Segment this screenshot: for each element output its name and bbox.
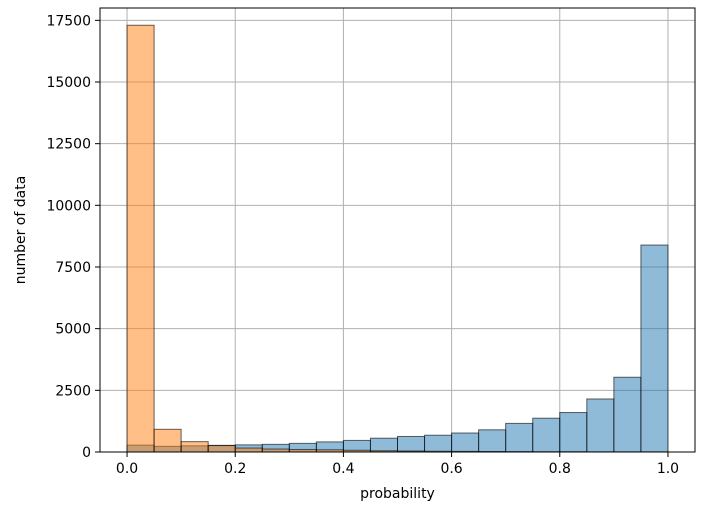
- histogram-bar-series-2: [234, 447, 263, 453]
- histogram-bar-series-1: [424, 434, 453, 453]
- histogram-bar-series-1: [559, 412, 588, 453]
- histogram-bar-series-2: [153, 428, 182, 453]
- histogram-bar-series-2: [126, 24, 155, 453]
- ticks: 0.0 0.2 0.4 0.6 0.8 1.0 0 2500 5000 7500 10000 1250…: [46, 13, 679, 477]
- histogram-bar-series-2: [180, 441, 209, 453]
- y-tick-label: 7500: [55, 260, 91, 276]
- y-axis-label: number of data: [13, 176, 29, 285]
- grid: [100, 8, 695, 453]
- histogram-bar-series-1: [451, 432, 480, 453]
- axes-frame: [99, 7, 696, 453]
- histogram-bar-series-1: [586, 398, 615, 453]
- histogram-bar-series-1: [478, 429, 507, 453]
- y-tick-label: 15000: [46, 75, 91, 91]
- histogram-bar-series-2: [207, 445, 236, 453]
- x-tick-label: 0.8: [549, 461, 571, 477]
- histogram-bar-series-1: [397, 435, 426, 453]
- x-axis-label: probability: [360, 486, 435, 502]
- x-tick-label: 0.4: [332, 461, 354, 477]
- bars: [126, 24, 669, 453]
- y-tick-label: 10000: [46, 198, 91, 214]
- x-tick-label: 0.2: [224, 461, 246, 477]
- histogram-bar-series-1: [640, 244, 669, 453]
- x-tick-label: 0.0: [116, 461, 138, 477]
- y-tick-label: 0: [82, 445, 91, 461]
- histogram-bar-series-1: [505, 422, 534, 453]
- y-tick-label: 17500: [46, 13, 91, 29]
- histogram-bar-series-1: [613, 376, 642, 453]
- y-tick-label: 12500: [46, 137, 91, 153]
- x-tick-label: 1.0: [657, 461, 679, 477]
- y-tick-label: 2500: [55, 383, 91, 399]
- histogram-bar-series-1: [532, 417, 561, 453]
- x-tick-label: 0.6: [440, 461, 462, 477]
- y-tick-label: 5000: [55, 322, 91, 338]
- histogram-bar-series-1: [369, 437, 399, 453]
